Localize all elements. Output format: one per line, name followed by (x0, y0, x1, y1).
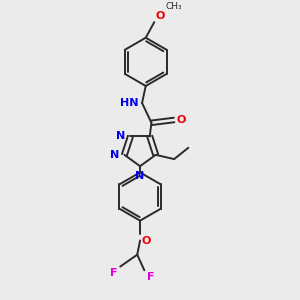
Text: F: F (147, 272, 154, 282)
Text: N: N (110, 150, 119, 160)
Text: O: O (156, 11, 165, 21)
Text: N: N (116, 131, 125, 141)
Text: O: O (176, 115, 186, 125)
Text: HN: HN (120, 98, 139, 108)
Text: F: F (110, 268, 118, 278)
Text: N: N (135, 171, 145, 181)
Text: CH₃: CH₃ (165, 2, 182, 11)
Text: O: O (142, 236, 151, 246)
